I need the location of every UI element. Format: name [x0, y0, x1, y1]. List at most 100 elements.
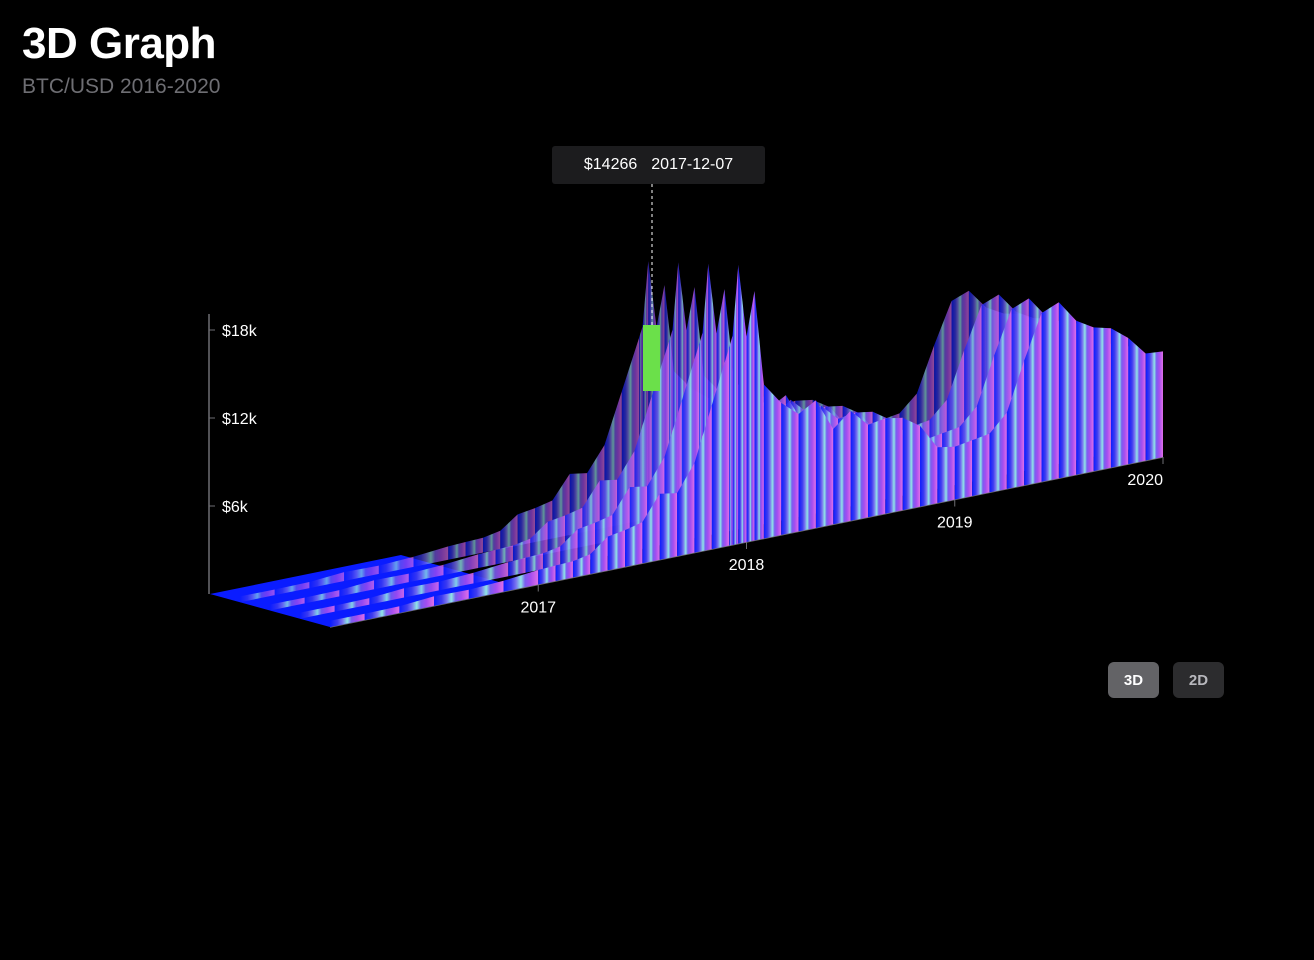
bar-segment — [274, 581, 310, 596]
bar-segment — [694, 405, 712, 553]
bar-segment — [1128, 337, 1146, 465]
bar-segment — [542, 546, 561, 570]
bar-segment — [937, 446, 955, 504]
bar-segment — [399, 596, 435, 613]
price-tooltip: $14266 2017-12-07 — [552, 146, 765, 184]
bar-segment — [448, 541, 466, 560]
bar-segment — [468, 580, 504, 599]
bar-segment — [443, 554, 479, 576]
bar-segment — [334, 598, 370, 612]
bar-segment — [1093, 327, 1111, 472]
bar-segment — [1110, 328, 1129, 468]
x-tick-label: 2018 — [729, 557, 765, 574]
x-ticks: 2017 2018 2019 2020 — [520, 457, 1164, 617]
bar-segment — [309, 572, 345, 589]
y-tick-label: $6k — [222, 499, 249, 516]
view-2d-button[interactable]: 2D — [1173, 662, 1224, 698]
bar-segment — [1006, 360, 1025, 489]
bar-segment — [972, 433, 990, 496]
x-tick-label: 2020 — [1127, 472, 1163, 489]
bar-segment — [867, 418, 886, 518]
highlight-group — [643, 184, 660, 391]
bar-segment — [1076, 320, 1094, 475]
bar-segment — [304, 590, 340, 604]
x-tick-label: 2019 — [937, 515, 973, 532]
tooltip-price: $14266 — [583, 156, 638, 173]
bar-segment — [434, 589, 469, 606]
bar-segment — [815, 400, 834, 528]
bar-segment — [1058, 302, 1077, 479]
bar-segment — [478, 549, 496, 568]
bar-segment — [482, 530, 501, 553]
bar-segment — [746, 291, 755, 542]
bar-segment — [590, 536, 608, 574]
bar-segment — [642, 493, 660, 564]
bar-segment — [1145, 351, 1163, 461]
bar-segment — [711, 347, 730, 550]
bar-segment — [525, 553, 543, 573]
bar-segment — [500, 514, 518, 550]
bar-segment — [508, 557, 526, 577]
bar-segment — [577, 522, 596, 563]
bar-segment — [538, 565, 556, 585]
bar-segment — [833, 410, 851, 525]
bar-segment — [781, 402, 799, 535]
bar-segment — [738, 265, 747, 544]
bar-segment — [729, 335, 733, 546]
bar-segment — [763, 384, 782, 539]
bar-segment — [547, 515, 566, 554]
bar-segment — [989, 412, 1007, 493]
bar-segment — [408, 564, 444, 583]
page-title: 3D Graph — [22, 19, 217, 68]
bar-segment — [240, 589, 275, 603]
bar-segment — [495, 545, 513, 565]
bar-segment — [555, 561, 573, 581]
bar-segment — [404, 581, 439, 598]
bar-segment — [954, 440, 973, 500]
bar-segment — [920, 425, 938, 507]
x-tick-label: 2017 — [520, 600, 556, 617]
bar-segment — [369, 588, 405, 605]
bar-segment — [677, 463, 695, 557]
bar-segment — [344, 565, 379, 581]
bar-segment — [885, 417, 903, 514]
bar-segment — [465, 537, 483, 557]
highlight-bar[interactable] — [643, 325, 660, 391]
view-3d-button[interactable]: 3D — [1108, 662, 1159, 698]
bar-segment — [625, 522, 643, 567]
bar-segment — [754, 291, 764, 541]
bar-segment — [438, 572, 474, 591]
bar-segment — [1024, 313, 1042, 486]
bar-segment — [902, 417, 921, 511]
bar-segment — [413, 546, 449, 567]
bar-segment — [503, 569, 539, 592]
bar-segment — [1041, 302, 1059, 482]
bar-segment — [732, 265, 739, 545]
bar-segment — [517, 508, 536, 546]
bar-segment — [473, 562, 509, 584]
bar-segment — [300, 605, 335, 619]
y-tick-label: $18k — [222, 323, 258, 340]
bar-segment — [530, 521, 548, 558]
tooltip-date: 2017-12-07 — [651, 156, 734, 173]
bar-segment — [378, 556, 414, 574]
bar-segment — [572, 554, 591, 578]
data-bars — [240, 261, 1163, 627]
y-axis: $6k $12k $18k — [208, 314, 258, 594]
bar-segment — [850, 410, 868, 521]
page-subtitle: BTC/USD 2016-2020 — [22, 75, 221, 98]
bar-segment — [798, 400, 816, 532]
bar-segment — [364, 606, 400, 620]
bar-segment — [270, 597, 305, 611]
bar-segment — [512, 538, 531, 561]
bar-segment — [374, 573, 409, 590]
bar-segment — [330, 613, 365, 627]
bar-segment — [560, 529, 578, 566]
bar-segment — [339, 580, 375, 597]
y-tick-label: $12k — [222, 411, 258, 428]
y-ticks: $6k $12k $18k — [209, 323, 258, 516]
bar-segment — [607, 530, 626, 571]
bar-segment — [659, 493, 678, 560]
